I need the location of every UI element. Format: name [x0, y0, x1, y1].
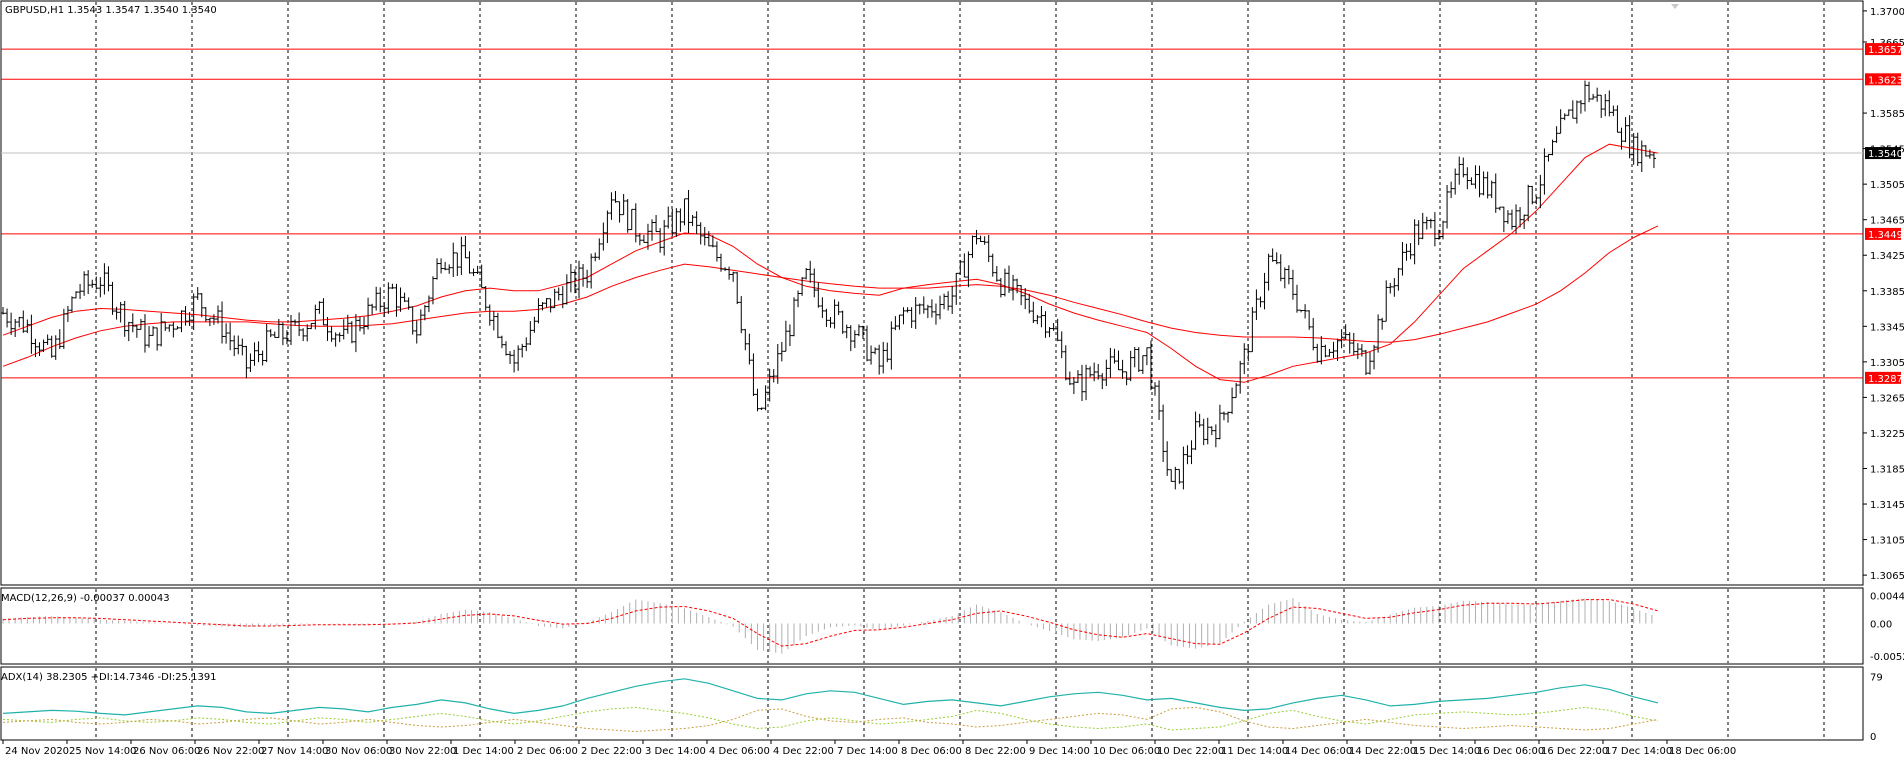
price-pane-border	[0, 0, 1864, 586]
price-tick-label: 1.3505	[1870, 180, 1904, 191]
macd-tick-label: -0.0052	[1870, 652, 1904, 663]
adx-pane-border	[0, 666, 1864, 741]
price-tick-label: 1.3700	[1870, 7, 1904, 18]
time-tick-label: 8 Dec 22:00	[965, 746, 1026, 757]
time-tick-label: 3 Dec 14:00	[645, 746, 706, 757]
price-tick-label: 1.3265	[1870, 393, 1904, 404]
time-tick-label: 10 Dec 22:00	[1157, 746, 1224, 757]
macd-pane[interactable]: MACD(12,26,9) -0.00037 0.00043	[0, 587, 1904, 665]
price-axis: 1.37001.36651.35851.35451.35051.34651.34…	[1863, 7, 1904, 582]
macd-signal-line	[2, 599, 1659, 647]
time-tick-label: 24 Nov 2020	[5, 746, 69, 757]
time-tick-label: 15 Dec 14:00	[1413, 746, 1480, 757]
time-tick-label: 11 Dec 14:00	[1221, 746, 1288, 757]
level-price-tag	[1865, 73, 1901, 86]
time-tick-label: 8 Dec 06:00	[901, 746, 962, 757]
price-tick-label: 1.3225	[1870, 429, 1904, 440]
level-price-tag	[1865, 371, 1901, 384]
time-tick-label: 7 Dec 14:00	[837, 746, 898, 757]
time-tick-label: 10 Dec 06:00	[1093, 746, 1160, 757]
adx-pane[interactable]: ADX(14) 38.2305 +DI:14.7346 -DI:25.1391	[0, 666, 1904, 741]
time-tick-label: 9 Dec 14:00	[1029, 746, 1090, 757]
price-tick-label: 1.3465	[1870, 216, 1904, 227]
time-tick-label: 4 Dec 06:00	[709, 746, 770, 757]
time-tick-label: 18 Dec 06:00	[1669, 746, 1736, 757]
macd-vertical-grid	[95, 589, 1825, 663]
price-tick-label: 1.3065	[1870, 571, 1904, 582]
macd-axis: 0.00441 0.00 -0.0052	[1870, 592, 1904, 664]
price-bars	[1, 80, 1656, 490]
level-price-tag-label: 1.3657	[1868, 45, 1903, 56]
level-price-tag-label: 1.3449	[1868, 230, 1903, 241]
symbol-header: GBPUSD,H1 1.3543 1.3547 1.3540 1.3540	[5, 5, 217, 16]
level-price-tag	[1865, 227, 1901, 240]
time-tick-label: 17 Dec 14:00	[1605, 746, 1672, 757]
time-tick-label: 16 Dec 06:00	[1477, 746, 1544, 757]
price-tick-label: 1.3385	[1870, 287, 1904, 298]
macd-tick-label: 0.00	[1870, 619, 1892, 630]
adx-tick-label: 0	[1870, 732, 1876, 743]
time-tick-label: 30 Nov 06:00	[325, 746, 392, 757]
vertical-grid	[95, 2, 1825, 584]
time-tick-label: 25 Nov 14:00	[69, 746, 136, 757]
time-tick-label: 1 Dec 14:00	[453, 746, 514, 757]
adx-axis: 79 0	[1870, 673, 1883, 743]
time-tick-label: 26 Nov 22:00	[197, 746, 264, 757]
time-tick-label: 4 Dec 22:00	[773, 746, 834, 757]
adx-main-line	[2, 678, 1659, 716]
price-tick-label: 1.3145	[1870, 500, 1904, 511]
current-price-tag-label: 1.3540	[1868, 149, 1903, 160]
price-tick-label: 1.3345	[1870, 322, 1904, 333]
price-tick-label: 1.3585	[1870, 109, 1904, 120]
price-tick-label: 1.3185	[1870, 464, 1904, 475]
price-tick-label: 1.3425	[1870, 251, 1904, 262]
price-tick-label: 1.3305	[1870, 358, 1904, 369]
level-price-tag-label: 1.3623	[1868, 75, 1903, 86]
price-tick-label: 1.3105	[1870, 536, 1904, 547]
time-tick-label: 26 Nov 06:00	[133, 746, 200, 757]
macd-histogram	[2, 598, 1653, 654]
time-tick-label: 27 Nov 14:00	[261, 746, 328, 757]
time-tick-label: 2 Dec 22:00	[581, 746, 642, 757]
macd-tick-label: 0.00441	[1870, 592, 1904, 603]
adx-tick-label: 79	[1870, 673, 1883, 684]
macd-pane-border	[0, 587, 1864, 665]
price-pane[interactable]: GBPUSD,H1 1.3543 1.3547 1.3540 1.3540	[0, 0, 1904, 586]
current-price-tag	[1865, 147, 1901, 160]
adx-label: ADX(14) 38.2305 +DI:14.7346 -DI:25.1391	[1, 672, 217, 683]
level-price-tag-label: 1.3287	[1868, 374, 1903, 385]
time-tick-label: 30 Nov 22:00	[389, 746, 456, 757]
scroll-marker-icon[interactable]	[1671, 4, 1679, 9]
time-tick-label: 14 Dec 06:00	[1285, 746, 1352, 757]
adx-plus-di-line	[2, 706, 1659, 731]
horizontal-levels[interactable]	[1, 48, 1863, 379]
time-tick-label: 14 Dec 22:00	[1349, 746, 1416, 757]
level-price-tag	[1865, 43, 1901, 56]
adx-minus-di-line	[2, 706, 1659, 733]
time-tick-label: 2 Dec 06:00	[517, 746, 578, 757]
time-tick-label: 16 Dec 22:00	[1541, 746, 1608, 757]
macd-label: MACD(12,26,9) -0.00037 0.00043	[1, 593, 170, 604]
